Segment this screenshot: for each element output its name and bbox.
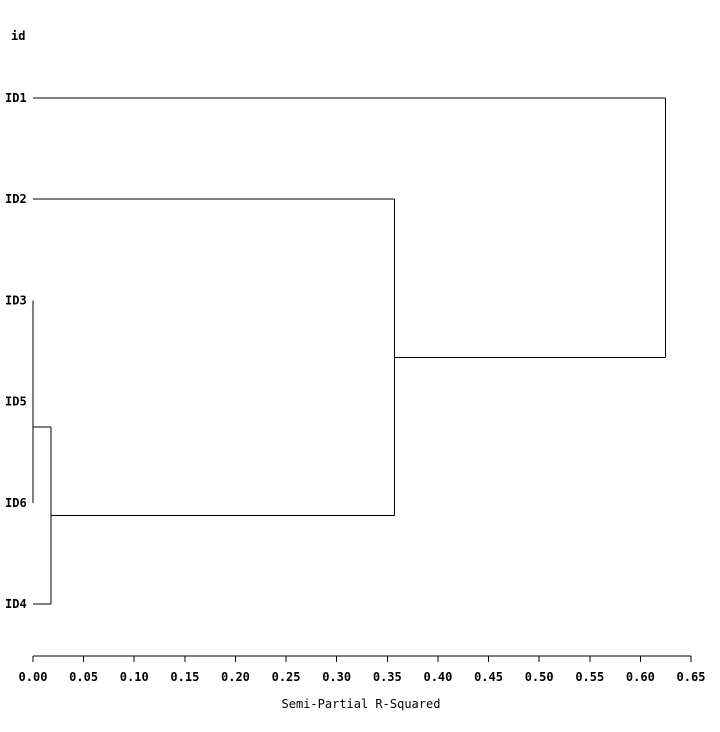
leaf-label: ID4 [5, 597, 27, 611]
leaf-label: ID1 [5, 91, 27, 105]
x-tick-label: 0.55 [575, 670, 604, 684]
x-tick-label: 0.15 [170, 670, 199, 684]
leaf-label: ID3 [5, 293, 27, 307]
y-axis-label: id [11, 29, 25, 43]
x-tick-label: 0.25 [272, 670, 301, 684]
x-tick-label: 0.45 [474, 670, 503, 684]
x-tick-label: 0.05 [69, 670, 98, 684]
x-tick-label: 0.30 [322, 670, 351, 684]
x-tick-label: 0.40 [423, 670, 452, 684]
x-tick-label: 0.60 [626, 670, 655, 684]
x-tick-label: 0.00 [19, 670, 48, 684]
x-tick-label: 0.50 [525, 670, 554, 684]
x-tick-label: 0.35 [373, 670, 402, 684]
leaf-label: ID6 [5, 496, 27, 510]
x-axis-label: Semi-Partial R-Squared [282, 697, 441, 711]
leaf-label: ID5 [5, 395, 27, 409]
x-tick-label: 0.20 [221, 670, 250, 684]
leaf-label: ID2 [5, 192, 27, 206]
x-tick-label: 0.65 [677, 670, 706, 684]
x-tick-label: 0.10 [120, 670, 149, 684]
